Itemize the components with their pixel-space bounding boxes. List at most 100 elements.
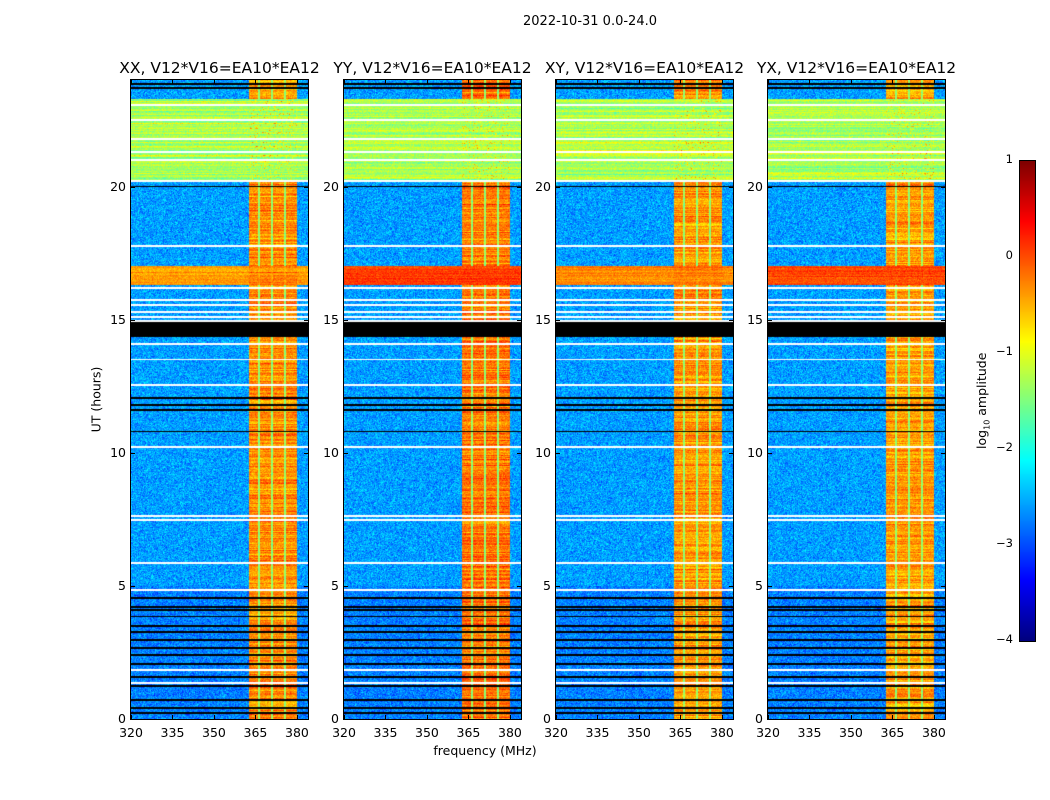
y-tick-mark <box>941 585 945 587</box>
y-tick-mark <box>304 452 308 454</box>
y-tick-label: 0 <box>118 711 126 726</box>
y-tick-mark <box>768 585 772 587</box>
x-tick-label: 320 <box>544 725 568 740</box>
x-tick-mark <box>172 715 174 719</box>
x-tick-mark <box>468 715 470 719</box>
y-tick-label: 0 <box>543 711 551 726</box>
x-tick-label: 350 <box>415 725 439 740</box>
y-tick-mark <box>304 186 308 188</box>
x-tick-mark <box>850 715 852 719</box>
x-tick-label: 365 <box>456 725 481 740</box>
x-tick-label: 365 <box>243 725 268 740</box>
y-tick-label: 0 <box>331 711 339 726</box>
y-tick-mark <box>556 186 560 188</box>
y-tick-mark <box>941 186 945 188</box>
y-tick-label: 5 <box>543 577 551 593</box>
x-tick-mark <box>296 80 298 84</box>
y-tick-label: 20 <box>110 178 126 194</box>
x-tick-mark <box>933 80 935 84</box>
x-tick-label: 335 <box>797 725 822 740</box>
y-tick-mark <box>344 452 348 454</box>
y-tick-mark <box>729 719 733 720</box>
x-tick-label: 335 <box>160 725 185 740</box>
spectrogram-panel <box>343 79 522 720</box>
x-tick-mark <box>680 715 682 719</box>
y-tick-mark <box>517 719 521 720</box>
x-tick-mark <box>850 80 852 84</box>
x-tick-label: 380 <box>498 725 522 740</box>
x-tick-mark <box>213 715 215 719</box>
x-tick-mark <box>809 80 811 84</box>
x-tick-mark <box>131 715 132 719</box>
figure-title: 2022-10-31 0.0-24.0 <box>523 14 657 29</box>
x-tick-mark <box>768 715 769 719</box>
x-tick-mark <box>255 715 257 719</box>
x-tick-label: 335 <box>585 725 610 740</box>
y-tick-mark <box>131 186 135 188</box>
panel-title: XX, V12*V16=EA10*EA12 <box>119 59 320 77</box>
y-tick-mark <box>131 319 135 321</box>
y-tick-mark <box>768 719 772 720</box>
colorbar-tick-label: −1 <box>996 344 1013 358</box>
y-tick-mark <box>517 186 521 188</box>
y-tick-mark <box>517 585 521 587</box>
spectrogram-panel <box>767 79 946 720</box>
y-tick-mark <box>729 585 733 587</box>
y-tick-label: 15 <box>323 311 339 327</box>
x-tick-mark <box>385 715 387 719</box>
x-tick-label: 365 <box>668 725 693 740</box>
spectrogram-panel <box>130 79 309 720</box>
y-tick-mark <box>344 719 348 720</box>
y-tick-mark <box>131 452 135 454</box>
x-tick-mark <box>468 80 470 84</box>
y-tick-label: 5 <box>755 577 763 593</box>
colorbar-tick-label: 1 <box>1005 152 1013 166</box>
spectrogram-heatmap <box>556 80 733 719</box>
colorbar-tick-label: −4 <box>996 632 1013 646</box>
y-tick-label: 5 <box>118 577 126 593</box>
y-tick-label: 20 <box>323 178 339 194</box>
x-tick-mark <box>509 80 511 84</box>
spectrogram-panel <box>555 79 734 720</box>
x-tick-mark <box>556 715 557 719</box>
y-tick-mark <box>729 186 733 188</box>
x-tick-mark <box>255 80 257 84</box>
x-tick-mark <box>721 80 723 84</box>
x-tick-mark <box>426 715 428 719</box>
y-axis-label: UT (hours) <box>88 366 104 433</box>
y-tick-label: 10 <box>535 444 551 460</box>
x-tick-label: 350 <box>202 725 226 740</box>
x-tick-mark <box>892 715 894 719</box>
colorbar-tick-label: 0 <box>1005 248 1013 262</box>
x-tick-mark <box>680 80 682 84</box>
y-tick-mark <box>517 452 521 454</box>
y-tick-mark <box>344 585 348 587</box>
y-tick-mark <box>344 319 348 321</box>
y-tick-mark <box>556 585 560 587</box>
y-tick-label: 15 <box>535 311 551 327</box>
y-tick-label: 10 <box>110 444 126 460</box>
y-tick-mark <box>941 719 945 720</box>
y-tick-label: 10 <box>747 444 763 460</box>
x-tick-mark <box>768 80 769 84</box>
x-tick-label: 380 <box>285 725 309 740</box>
y-tick-mark <box>344 186 348 188</box>
panel-title: YX, V12*V16=EA10*EA12 <box>756 59 957 77</box>
y-tick-mark <box>304 719 308 720</box>
x-tick-label: 335 <box>373 725 398 740</box>
y-tick-label: 15 <box>747 311 763 327</box>
x-tick-label: 380 <box>922 725 946 740</box>
x-tick-mark <box>344 715 345 719</box>
x-tick-mark <box>385 80 387 84</box>
x-tick-mark <box>344 80 345 84</box>
y-tick-mark <box>517 319 521 321</box>
x-tick-label: 350 <box>839 725 863 740</box>
y-tick-label: 5 <box>331 577 339 593</box>
y-tick-label: 15 <box>110 311 126 327</box>
x-tick-mark <box>721 715 723 719</box>
x-tick-mark <box>556 80 557 84</box>
x-tick-label: 320 <box>119 725 143 740</box>
y-tick-label: 10 <box>323 444 339 460</box>
x-tick-mark <box>426 80 428 84</box>
